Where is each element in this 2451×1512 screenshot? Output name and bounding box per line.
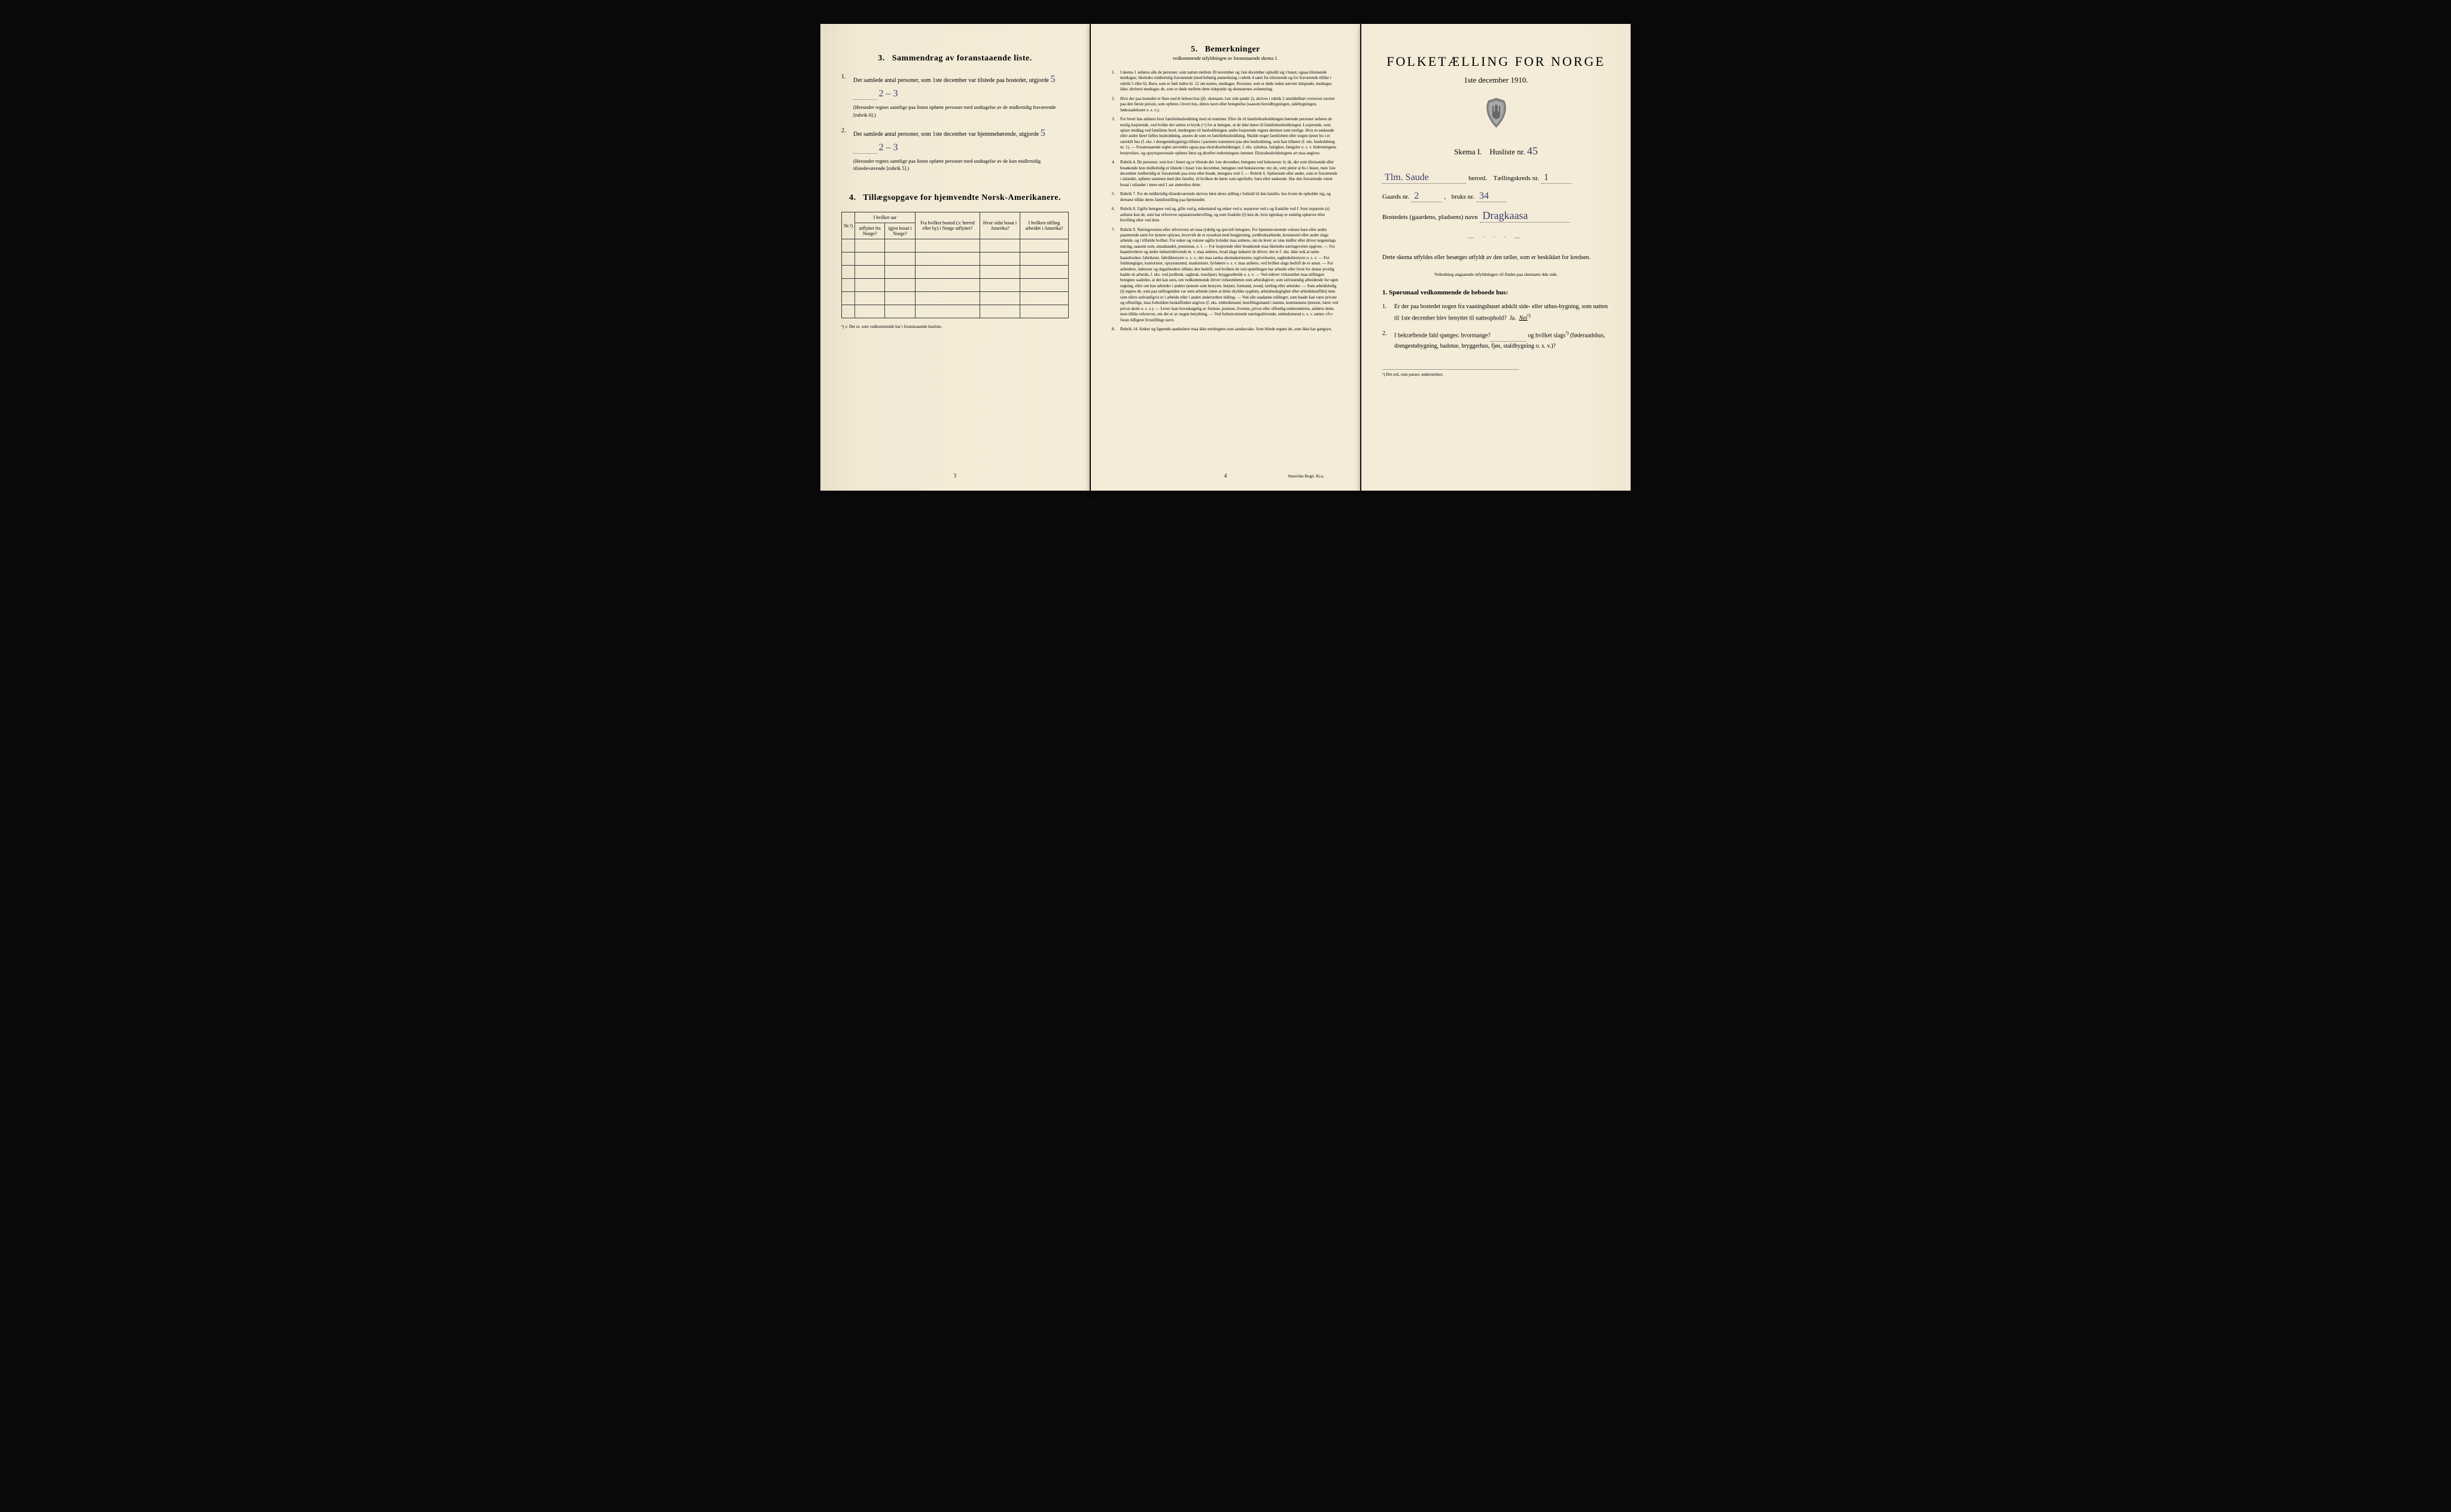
- bosted-line: Bostedets (gaardens, pladsens) navn Drag…: [1382, 209, 1610, 223]
- printer-credit: Steen'ske Bogtr. Kr.a.: [1288, 474, 1324, 479]
- th-from: Fra hvilket bosted (ɔ: herred eller by) …: [915, 212, 980, 239]
- section-4-title: 4. Tillægsopgave for hjemvendte Norsk-Am…: [841, 193, 1069, 203]
- gaards-value: 2: [1412, 191, 1442, 202]
- remark-item: For hvert hus anføres hver familiehushol…: [1112, 117, 1339, 156]
- section-3-title: 3. Sammendrag av foranstaaende liste.: [841, 54, 1069, 63]
- question-2: I bekræftende fald spørges: hvormange? o…: [1382, 329, 1610, 351]
- herred-line: Tlm. Saude herred. Tællingskreds nr. 1: [1382, 172, 1610, 184]
- page-number: 3: [954, 473, 957, 479]
- bosted-value: Dragkaasa: [1480, 209, 1570, 223]
- page-4: 5. Bemerkninger vedkommende utfyldningen…: [1091, 24, 1360, 491]
- herred-value: Tlm. Saude: [1382, 172, 1466, 184]
- bruks-value: 34: [1477, 191, 1507, 202]
- husliste-nr: 45: [1527, 145, 1538, 157]
- census-date: 1ste december 1910.: [1382, 75, 1610, 85]
- section-5-title: 5. Bemerkninger: [1112, 45, 1339, 54]
- th-nr: Nr.¹): [842, 212, 855, 239]
- th-emigrated: utflyttet fra Norge?: [855, 223, 885, 239]
- questions-list: Er der paa bostedet nogen fra vaaningshu…: [1382, 302, 1610, 351]
- page-number: 4: [1224, 473, 1227, 479]
- handwritten-value: 5: [1051, 74, 1056, 84]
- emigrant-table: Nr.¹) I hvilket aar Fra hvilket bosted (…: [841, 212, 1069, 318]
- gaards-line: Gaards nr. 2, bruks nr. 34: [1382, 191, 1610, 202]
- table-footnote: ¹) ɔ: Det nr. som vedkommende har i fora…: [841, 324, 1069, 329]
- filler-instruction: Dette skema utfyldes eller besørges utfy…: [1382, 253, 1610, 263]
- skema-line: Skema I. Husliste nr. 45: [1382, 145, 1610, 157]
- th-year: I hvilket aar: [855, 212, 916, 223]
- guidance-note: Veiledning angaaende utfyldningen vil fi…: [1382, 272, 1610, 277]
- summary-item-2: Det samlede antal personer, som 1ste dec…: [841, 126, 1069, 173]
- remark-item: I skema 1 anføres alle de personer, som …: [1112, 70, 1339, 93]
- handwritten-split: 2 – 3: [879, 89, 898, 99]
- th-where: Hvor sidst bosat i Amerika?: [980, 212, 1020, 239]
- question-1: Er der paa bostedet nogen fra vaaningshu…: [1382, 302, 1610, 323]
- remark-item: Rubrik 4. De personer, som bor i huset o…: [1112, 160, 1339, 188]
- item-note: (Herunder regnes samtlige paa listen opf…: [853, 157, 1069, 173]
- th-occupation: I hvilken stilling arbeidet i Amerika?: [1020, 212, 1069, 239]
- item-note: (Herunder regnes samtlige paa listen opf…: [853, 104, 1069, 119]
- remark-item: Rubrik 14. Sinker og lignende aandssløve…: [1112, 327, 1339, 332]
- th-returned: igjen bosat i Norge?: [885, 223, 916, 239]
- questions-heading: 1. Spørsmaal vedkommende de beboede hus:: [1382, 289, 1610, 296]
- remark-item: Rubrik 7. For de midlertidig tilstedevær…: [1112, 191, 1339, 203]
- coat-of-arms-icon: [1382, 97, 1610, 133]
- handwritten-split: 2 – 3: [879, 142, 898, 153]
- page-3: 3. Sammendrag av foranstaaende liste. De…: [820, 24, 1090, 491]
- remark-item: Rubrik 9. Næringsveiens eller erhvervets…: [1112, 227, 1339, 323]
- ornament-divider: — · · · —: [1382, 235, 1610, 241]
- answer-nei: Nei: [1519, 315, 1528, 321]
- handwritten-value: 5: [1041, 128, 1045, 138]
- section-5-subtitle: vedkommende utfyldningen av foranstaaend…: [1112, 56, 1339, 61]
- remarks-list: I skema 1 anføres alle de personer, som …: [1112, 70, 1339, 332]
- page-front: FOLKETÆLLING FOR NORGE 1ste december 191…: [1361, 24, 1631, 491]
- tkreds-value: 1: [1541, 172, 1571, 184]
- remark-item: Hvis der paa bostedet er flere end ét be…: [1112, 96, 1339, 113]
- remark-item: Rubrik 8. Ugifte betegnes ved ug, gifte …: [1112, 206, 1339, 223]
- emigrant-tbody: [842, 239, 1069, 318]
- right-footnote: ¹) Det ord, som passer, understrekes.: [1382, 369, 1519, 377]
- document-spread: 3. Sammendrag av foranstaaende liste. De…: [820, 24, 1631, 491]
- section-3-items: Det samlede antal personer, som 1ste dec…: [841, 72, 1069, 172]
- summary-item-1: Det samlede antal personer, som 1ste dec…: [841, 72, 1069, 119]
- main-title: FOLKETÆLLING FOR NORGE: [1382, 54, 1610, 69]
